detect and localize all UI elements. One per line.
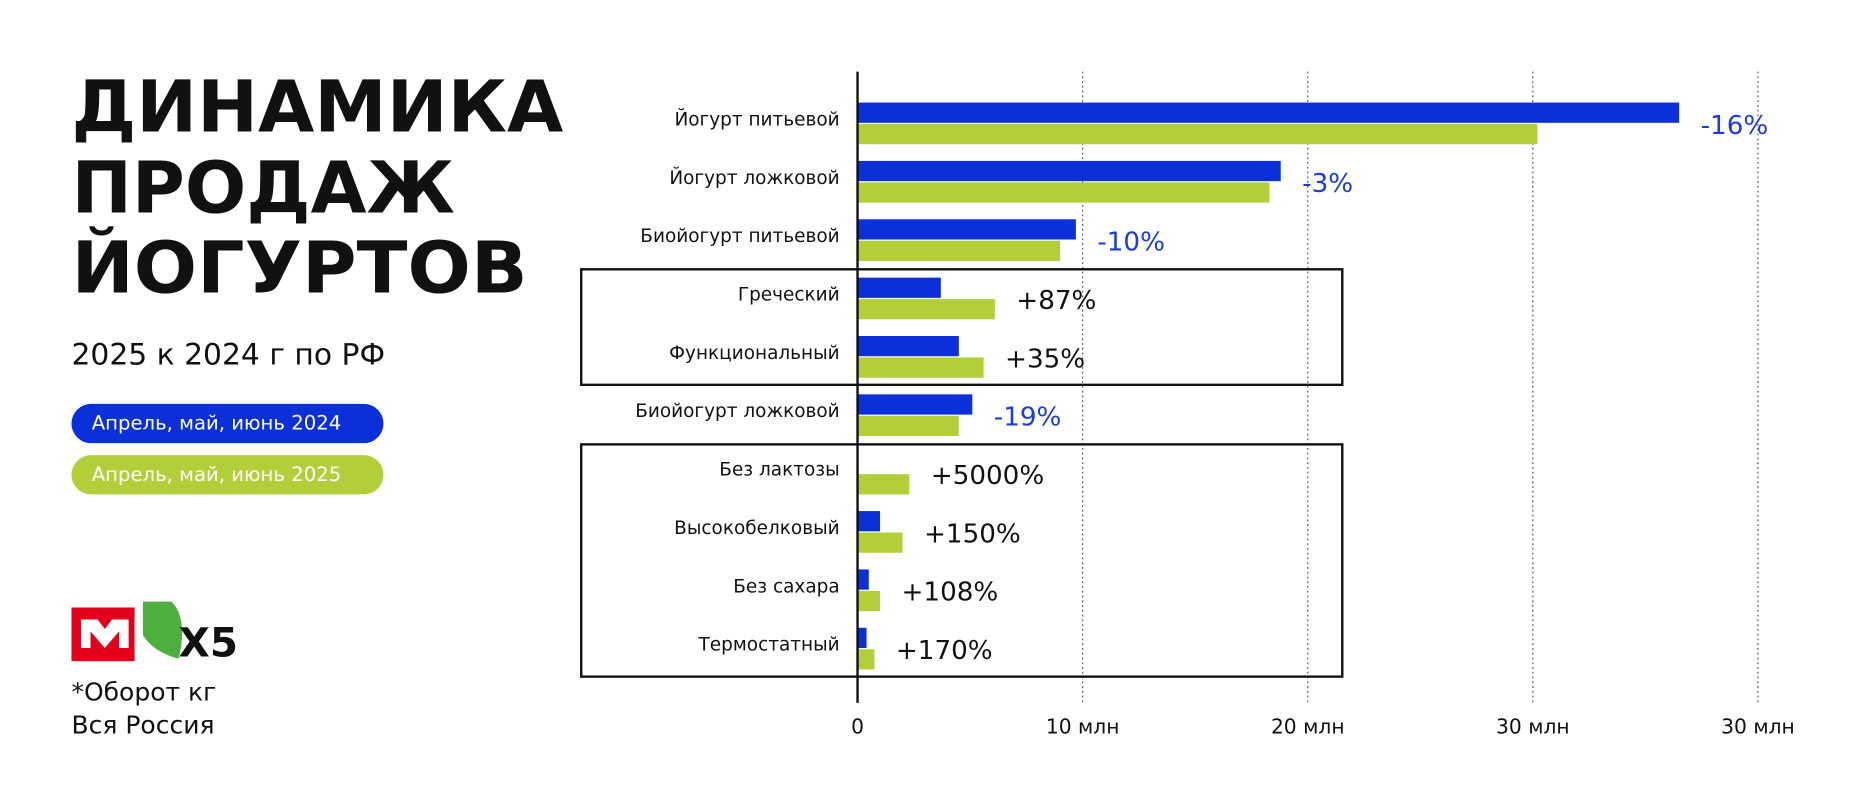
bar bbox=[857, 590, 881, 612]
bar bbox=[857, 277, 941, 298]
bar bbox=[857, 627, 867, 649]
highlight-box bbox=[580, 443, 1344, 678]
category-label: Без лактозы bbox=[719, 460, 839, 481]
bar bbox=[857, 474, 910, 495]
bar bbox=[857, 569, 869, 590]
bar bbox=[857, 182, 1270, 203]
bar bbox=[857, 160, 1281, 182]
legend-label: Апрель, май, июнь 2025 bbox=[92, 463, 342, 486]
bar bbox=[857, 415, 959, 437]
change-label: +35% bbox=[1005, 344, 1085, 374]
title-line: ПРОДАЖ bbox=[71, 147, 455, 230]
logo-magnit-m bbox=[80, 619, 129, 649]
bar bbox=[857, 649, 875, 670]
bar bbox=[857, 102, 1680, 123]
change-label: -16% bbox=[1701, 111, 1769, 141]
change-label: +170% bbox=[896, 636, 993, 666]
change-label: -10% bbox=[1097, 228, 1165, 258]
footnote: Вся Россия bbox=[71, 711, 214, 740]
title-line: ДИНАМИКА bbox=[71, 66, 563, 149]
footnote: *Оборот кг bbox=[71, 677, 216, 706]
change-label: -3% bbox=[1302, 169, 1353, 199]
x-tick-label: 30 млн bbox=[1721, 714, 1795, 738]
change-label: -19% bbox=[994, 403, 1062, 433]
bar bbox=[857, 219, 1076, 240]
category-label: Термостатный bbox=[698, 635, 840, 656]
category-label: Биойогурт питьевой bbox=[640, 226, 839, 247]
bar bbox=[857, 335, 959, 357]
category-label: Йогурт питьевой bbox=[674, 108, 839, 130]
bar bbox=[857, 511, 881, 532]
x-tick-label: 20 млн bbox=[1271, 714, 1345, 738]
legend-label: Апрель, май, июнь 2024 bbox=[92, 412, 342, 435]
highlight-box bbox=[580, 268, 1344, 387]
category-label: Высокобелковый bbox=[674, 518, 840, 539]
legend-pill bbox=[71, 455, 384, 495]
title-line: ЙОГУРТОВ bbox=[71, 226, 527, 309]
category-label: Без сахара bbox=[733, 576, 839, 597]
x-tick-label: 30 млн bbox=[1496, 714, 1570, 738]
category-label: Функциональный bbox=[669, 343, 840, 364]
x-tick-label: 0 bbox=[851, 714, 864, 738]
bar bbox=[857, 123, 1538, 145]
subtitle: 2025 к 2024 г по РФ bbox=[71, 338, 385, 373]
bar bbox=[857, 394, 973, 415]
bar bbox=[857, 240, 1061, 261]
legend-pill bbox=[71, 403, 384, 444]
change-label: +150% bbox=[924, 519, 1021, 549]
change-label: +108% bbox=[901, 578, 998, 608]
bar bbox=[857, 357, 984, 378]
logo-x5-leaf bbox=[142, 601, 183, 659]
category-label: Греческий bbox=[738, 284, 840, 305]
bar bbox=[857, 299, 995, 320]
x-tick-label: 10 млн bbox=[1046, 714, 1120, 738]
logo-text: X5 bbox=[179, 619, 238, 667]
change-label: +87% bbox=[1016, 286, 1096, 316]
category-label: Биойогурт ложковой bbox=[635, 401, 839, 422]
bar bbox=[857, 532, 903, 553]
category-label: Йогурт ложковой bbox=[669, 167, 839, 189]
change-label: +5000% bbox=[931, 461, 1044, 491]
